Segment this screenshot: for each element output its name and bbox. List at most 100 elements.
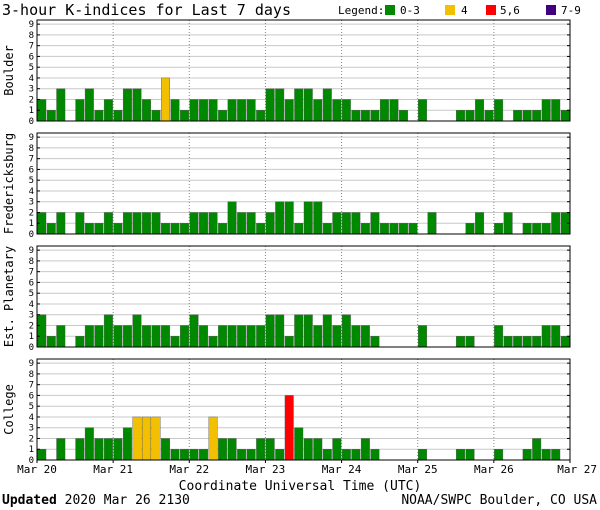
kp-bar: [189, 314, 199, 348]
kp-bar: [265, 212, 275, 235]
y-tick-label: 2: [29, 434, 34, 444]
legend-entry-7-9: 7-9: [561, 4, 581, 17]
kp-bar: [551, 212, 561, 235]
y-tick-label: 5: [29, 289, 34, 299]
y-tick-label: 1: [29, 445, 34, 455]
kp-bar: [465, 223, 475, 235]
kp-bar: [113, 110, 123, 122]
kp-bar: [161, 223, 170, 235]
kp-bar: [199, 212, 209, 235]
kp-bar: [218, 110, 228, 122]
y-tick-label: 8: [29, 144, 34, 154]
kp-bar: [46, 336, 56, 348]
kp-bar: [303, 314, 313, 348]
kp-bar: [284, 201, 294, 235]
kp-bar: [246, 325, 256, 348]
kp-bar: [132, 314, 142, 348]
kp-bar: [75, 336, 85, 348]
kp-bar: [75, 438, 85, 461]
kp-bar: [122, 325, 132, 348]
y-tick-label: 3: [29, 198, 34, 208]
kp-bar: [398, 223, 408, 235]
kp-bar: [180, 325, 189, 348]
kp-bar: [161, 325, 170, 348]
y-tick-label: 4: [29, 74, 34, 84]
x-tick-label: Mar 23: [246, 463, 286, 476]
kp-bar: [313, 325, 323, 348]
legend-swatch-7-9: [546, 5, 556, 15]
kp-bar: [465, 110, 475, 122]
kp-bar: [141, 416, 151, 461]
kp-bar: [208, 99, 218, 122]
kp-bar: [503, 212, 513, 235]
kp-bar: [84, 325, 94, 348]
kp-bar: [465, 336, 475, 348]
kp-bar: [227, 201, 237, 235]
kp-bar: [75, 99, 85, 122]
kp-bar: [246, 449, 256, 461]
kp-bar: [256, 438, 266, 461]
kp-bar: [351, 212, 361, 235]
kp-bar: [132, 88, 142, 122]
kp-bar: [141, 325, 151, 348]
panel-label: Est. Planetary: [2, 246, 16, 347]
y-tick-label: 5: [29, 63, 34, 73]
y-tick-label: 4: [29, 300, 34, 310]
kp-bar: [180, 223, 189, 235]
kp-bar: [113, 438, 123, 461]
kp-bar: [370, 336, 380, 348]
kp-bar: [465, 449, 475, 461]
legend-entry-0-3: 0-3: [400, 4, 420, 17]
kp-bar: [370, 449, 380, 461]
kp-bar: [408, 223, 418, 235]
kp-bar: [103, 314, 113, 348]
kp-bar: [522, 449, 532, 461]
kp-bar: [560, 110, 570, 122]
kp-bar: [275, 88, 285, 122]
kp-bar: [541, 449, 551, 461]
kp-bar: [113, 223, 123, 235]
kp-bar: [294, 88, 304, 122]
kp-bar: [227, 438, 237, 461]
kp-bar: [170, 223, 180, 235]
kp-bar: [46, 110, 56, 122]
kp-bar: [351, 449, 361, 461]
kp-bar: [227, 99, 237, 122]
y-tick-label: 3: [29, 424, 34, 434]
legend-swatch-0-3: [385, 5, 395, 15]
kp-bar: [103, 438, 113, 461]
kp-bar: [275, 449, 285, 461]
kp-bar: [560, 336, 570, 348]
y-tick-label: 1: [29, 106, 34, 116]
y-tick-label: 1: [29, 332, 34, 342]
kp-bar: [37, 449, 47, 461]
kp-bar: [84, 223, 94, 235]
kp-bar: [284, 395, 294, 461]
kp-bar: [551, 99, 561, 122]
kp-bar: [522, 336, 532, 348]
kp-bar: [322, 314, 332, 348]
y-tick-label: 8: [29, 257, 34, 267]
kp-bar: [170, 99, 180, 122]
kp-bar: [170, 336, 180, 348]
kp-bar: [122, 88, 132, 122]
kp-bar: [75, 212, 85, 235]
kp-bar: [351, 110, 361, 122]
y-tick-label: 2: [29, 321, 34, 331]
x-tick-label: Mar 24: [322, 463, 362, 476]
kp-bar: [418, 449, 427, 461]
x-axis-title: Coordinate Universal Time (UTC): [179, 479, 422, 494]
kp-bar: [199, 325, 209, 348]
kp-bar: [132, 212, 142, 235]
kp-bar: [94, 223, 104, 235]
kp-bar: [84, 427, 94, 461]
x-axis: Mar 20 Mar 21 Mar 22 Mar 23 Mar 24 Mar 25 Mar …: [17, 460, 597, 476]
kp-bar: [151, 110, 161, 122]
panel-frame: [36, 245, 571, 348]
x-tick-label: Mar 21: [93, 463, 133, 476]
kp-bar: [189, 212, 199, 235]
kp-bar: [218, 438, 228, 461]
kp-bar: [218, 223, 228, 235]
